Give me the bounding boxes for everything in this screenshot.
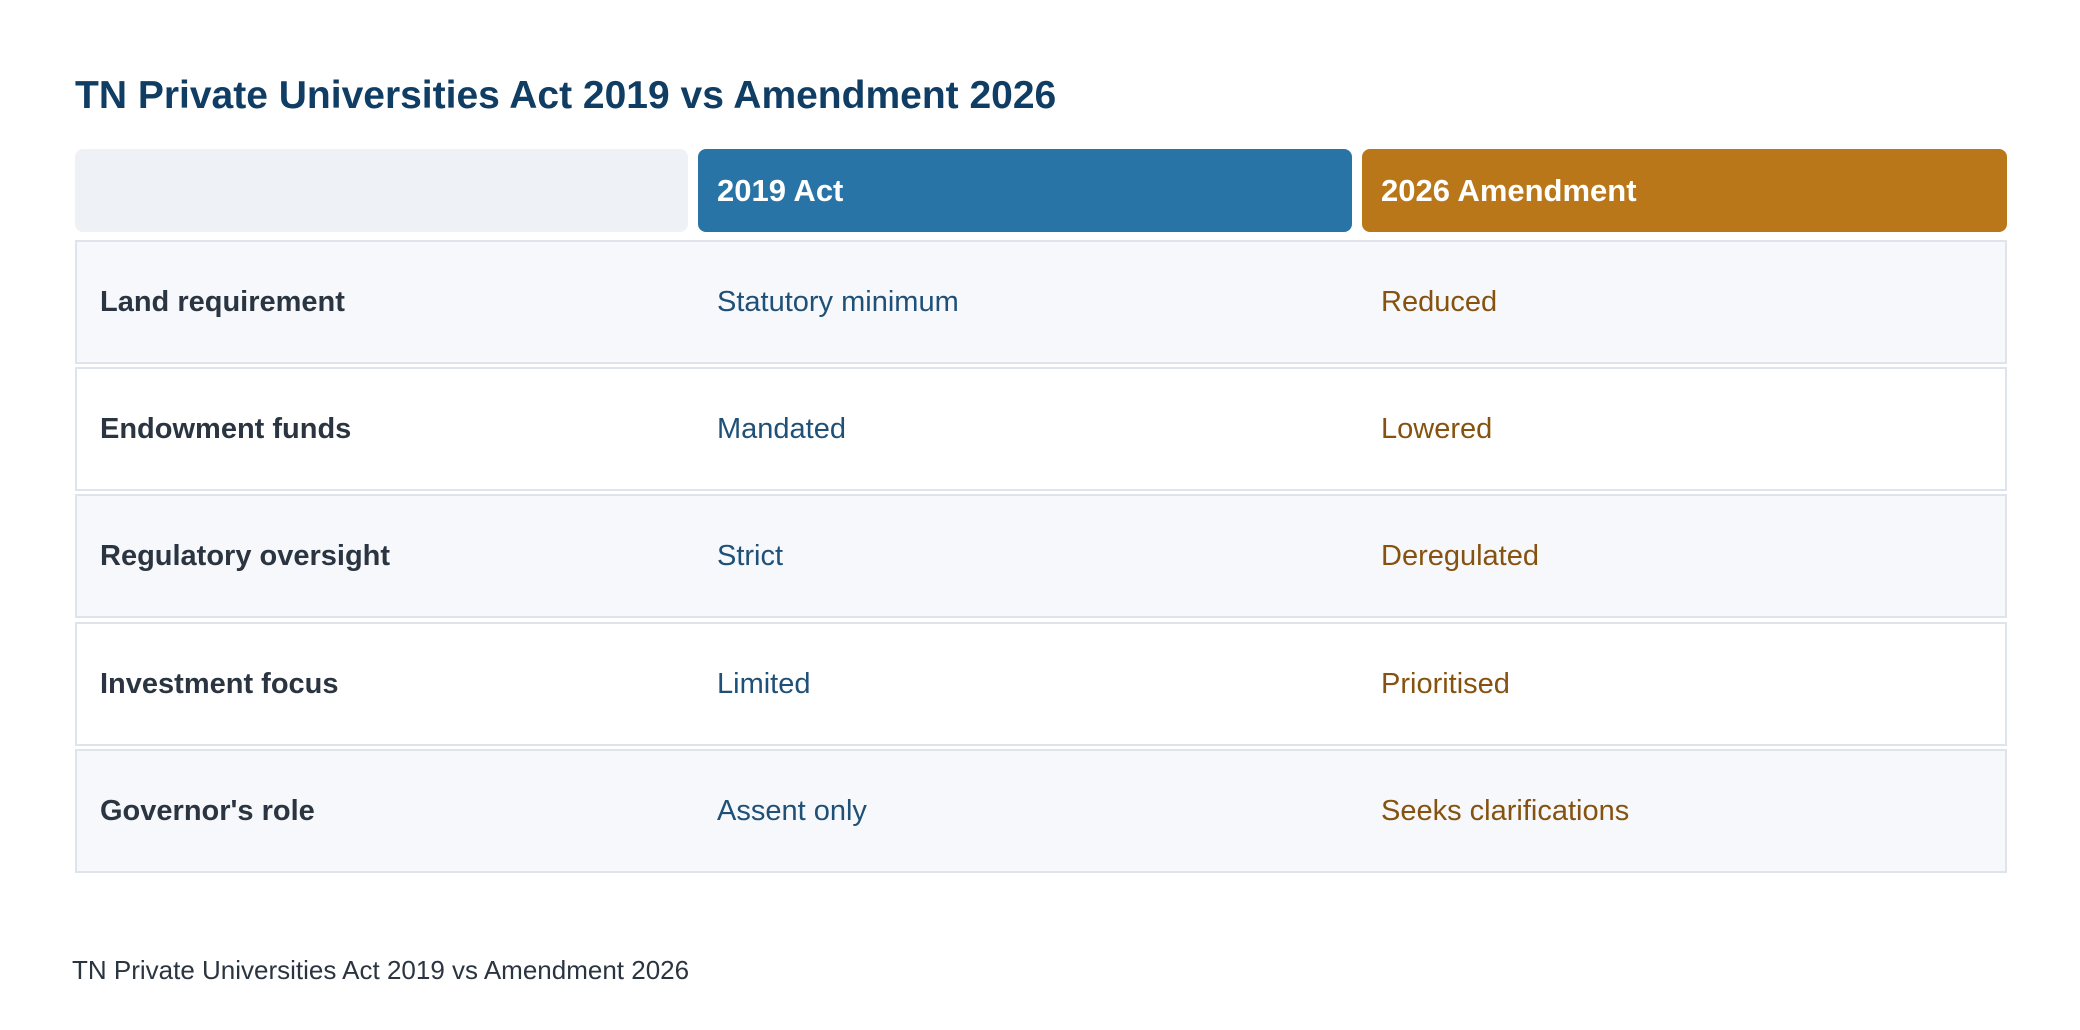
cell-2026-amendment: Seeks clarifications: [1381, 794, 1630, 827]
row-label: Investment focus: [100, 667, 339, 700]
table-row: Land requirement Statutory minimum Reduc…: [75, 240, 2007, 364]
column-header-2026-amendment: 2026 Amendment: [1362, 149, 2007, 232]
cell-2019-act: Assent only: [717, 794, 867, 827]
cell-2019-act: Limited: [717, 667, 811, 700]
table-row: Governor's role Assent only Seeks clarif…: [75, 749, 2007, 873]
column-header-2019-act: 2019 Act: [698, 149, 1352, 232]
comparison-table-header: 2019 Act 2026 Amendment: [75, 149, 2007, 232]
table-row: Investment focus Limited Prioritised: [75, 622, 2007, 746]
row-label: Endowment funds: [100, 412, 352, 445]
cell-2026-amendment: Prioritised: [1381, 667, 1510, 700]
table-row: Endowment funds Mandated Lowered: [75, 367, 2007, 491]
cell-2026-amendment: Deregulated: [1381, 539, 1539, 572]
table-caption: TN Private Universities Act 2019 vs Amen…: [72, 955, 690, 985]
page-title: TN Private Universities Act 2019 vs Amen…: [75, 74, 1057, 117]
header-empty-cell: [75, 149, 688, 232]
cell-2026-amendment: Reduced: [1381, 285, 1498, 318]
row-label: Governor's role: [100, 794, 315, 827]
cell-2019-act: Statutory minimum: [717, 285, 959, 318]
cell-2026-amendment: Lowered: [1381, 412, 1493, 445]
cell-2019-act: Mandated: [717, 412, 846, 445]
table-row: Regulatory oversight Strict Deregulated: [75, 494, 2007, 618]
row-label: Regulatory oversight: [100, 539, 391, 572]
row-label: Land requirement: [100, 285, 345, 318]
cell-2019-act: Strict: [717, 539, 784, 572]
